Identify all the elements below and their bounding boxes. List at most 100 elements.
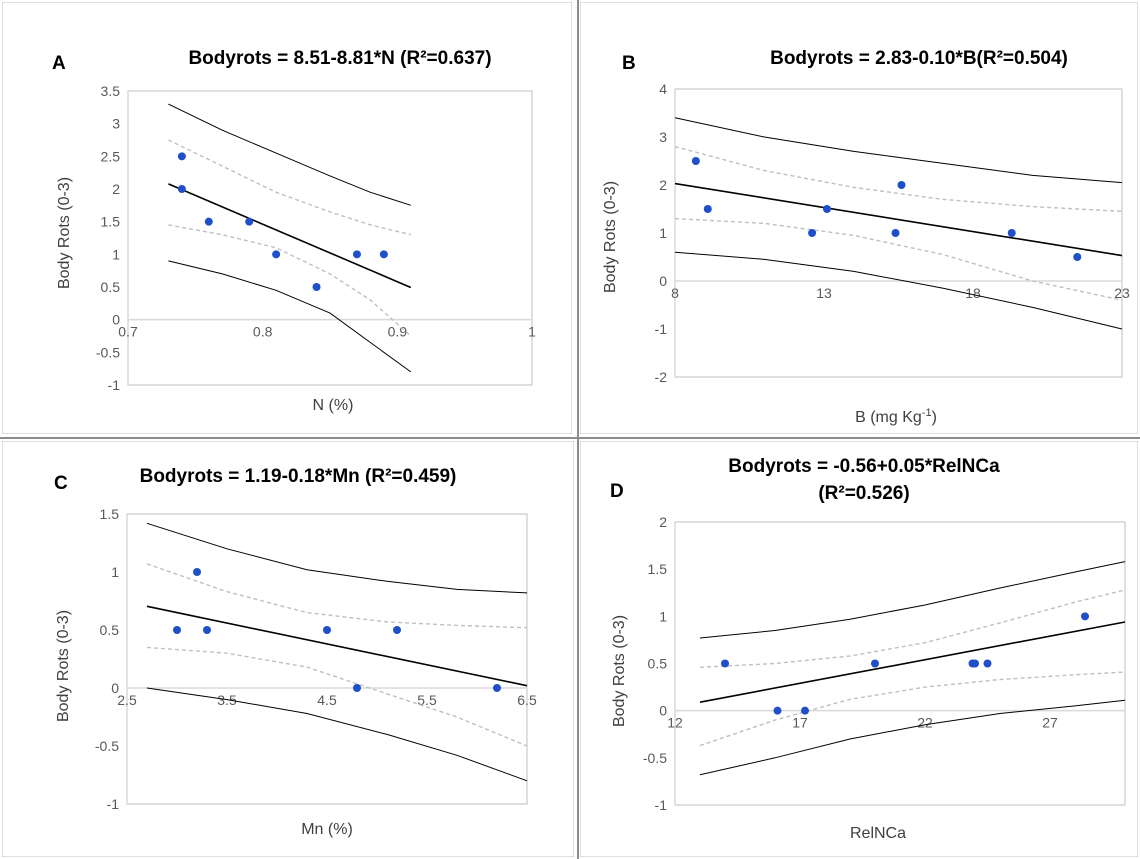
- data-point: [353, 684, 361, 692]
- prediction-band-lower: [146, 687, 528, 782]
- plot-area: 12 17 22 27 -1 -0.5 0 0.5 1 1.5 2: [643, 514, 1126, 813]
- panel-border: [580, 441, 1138, 857]
- y-tick-label: 0.5: [101, 279, 121, 295]
- y-tick-label: 4: [659, 81, 667, 97]
- x-tick-label: 12: [667, 715, 683, 731]
- x-tick-label: 0.8: [253, 324, 273, 340]
- x-axis-title-main: B (mg Kg: [855, 409, 922, 426]
- y-tick-label: -0.5: [96, 344, 120, 360]
- data-point: [393, 626, 401, 634]
- x-axis-title-superscript: -1: [922, 407, 932, 419]
- y-axis-title: Body Rots (0-3): [55, 610, 72, 722]
- regression-line: [699, 621, 1126, 703]
- data-point: [493, 684, 501, 692]
- data-point: [312, 283, 321, 291]
- data-point: [1007, 229, 1016, 237]
- y-tick-label: 1.5: [101, 214, 121, 230]
- y-tick-label: -1: [107, 796, 120, 812]
- panel-letter: A: [52, 53, 66, 74]
- data-point: [193, 568, 201, 576]
- y-tick-label: 1: [659, 225, 667, 241]
- prediction-band-upper: [146, 522, 528, 594]
- x-tick-label: 8: [671, 285, 679, 301]
- confidence-band-lower: [146, 646, 528, 747]
- data-point: [323, 626, 331, 634]
- y-tick-label: 0.5: [100, 622, 120, 638]
- y-tick-label: 0: [111, 680, 119, 696]
- vertical-divider: [577, 0, 579, 859]
- x-axis-title: RelNCa: [850, 825, 906, 842]
- prediction-band-lower: [699, 699, 1126, 776]
- y-axis-title: Body Rots (0-3): [56, 177, 73, 289]
- prediction-band-upper: [674, 117, 1123, 184]
- x-tick-label: 6.5: [517, 692, 537, 708]
- x-axis-title: B (mg Kg-1): [855, 407, 937, 426]
- data-point: [721, 659, 729, 668]
- y-tick-label: 1.5: [648, 561, 668, 577]
- panel-border: [2, 441, 574, 857]
- data-point: [272, 250, 281, 259]
- y-tick-label: 0.5: [648, 656, 668, 672]
- confidence-band-upper: [699, 589, 1126, 668]
- y-axis-title: Body Rots (0-3): [611, 615, 628, 727]
- panel-c: C Bodyrots = 1.19-0.18*Mn (R²=0.459) Bod…: [2, 441, 574, 857]
- confidence-band-lower: [168, 224, 412, 337]
- panel-letter: C: [54, 473, 68, 494]
- x-axis-title-suffix: ): [932, 409, 937, 426]
- x-tick-label: 27: [1042, 715, 1058, 731]
- data-point: [971, 659, 979, 668]
- y-tick-label: 0: [659, 703, 667, 719]
- confidence-band-lower: [674, 217, 1123, 301]
- y-tick-label: 2: [659, 514, 667, 530]
- x-tick-label: 2.5: [117, 692, 137, 708]
- data-point: [801, 706, 809, 715]
- data-point: [1073, 253, 1082, 261]
- horizontal-divider: [0, 437, 1140, 439]
- confidence-band-upper: [168, 139, 411, 236]
- y-tick-label: 0: [659, 273, 667, 289]
- prediction-band-upper: [168, 103, 411, 206]
- panel-a: A Bodyrots = 8.51-8.81*N (R²=0.637) Body…: [2, 2, 572, 434]
- panel-d: D Bodyrots = -0.56+0.05*RelNCa (R²=0.526…: [580, 441, 1138, 857]
- data-point: [177, 185, 186, 193]
- y-tick-label: 2.5: [101, 148, 121, 164]
- y-tick-label: 2: [659, 177, 667, 193]
- data-point: [808, 229, 817, 237]
- x-tick-label: 5.5: [417, 692, 437, 708]
- data-point: [871, 659, 879, 668]
- x-tick-label: 23: [1114, 285, 1130, 301]
- plot-area: 0.7 0.8 0.9 1 -1 -0.5 0 0.5 1 1.5 2 2.5 3 3.5: [96, 83, 536, 393]
- confidence-band-lower: [699, 671, 1126, 747]
- data-point: [1081, 612, 1089, 621]
- y-tick-label: 1: [659, 608, 667, 624]
- chart-title: Bodyrots = 8.51-8.81*N (R²=0.637): [188, 48, 491, 69]
- data-point: [177, 152, 186, 161]
- y-tick-label: -0.5: [643, 750, 667, 766]
- panel-border: [580, 2, 1138, 434]
- regression-line: [674, 182, 1123, 257]
- data-point: [822, 205, 831, 213]
- y-tick-label: -0.5: [95, 738, 119, 754]
- prediction-band-lower: [168, 260, 412, 373]
- plot-area: 2.5 3.5 4.5 5.5 6.5-1-0.500.511.5: [95, 506, 537, 812]
- y-tick-label: -1: [655, 797, 668, 813]
- data-point: [203, 626, 211, 634]
- data-point: [897, 181, 906, 189]
- y-tick-label: 0: [112, 312, 120, 328]
- x-tick-label: 22: [917, 715, 933, 731]
- x-tick-label: 17: [792, 715, 808, 731]
- prediction-band-lower: [674, 251, 1123, 330]
- y-tick-label: 1: [112, 246, 120, 262]
- chart-title: Bodyrots = 2.83-0.10*B(R²=0.504): [770, 48, 1068, 69]
- y-tick-label: -1: [655, 321, 668, 337]
- chart-title-line2: (R²=0.526): [818, 483, 909, 504]
- x-tick-label: 1: [528, 324, 536, 340]
- x-tick-label: 4.5: [317, 692, 337, 708]
- regression-line: [146, 605, 528, 687]
- x-tick-label: 18: [965, 285, 981, 301]
- panel-letter: B: [622, 53, 636, 74]
- y-tick-label: -1: [108, 377, 121, 393]
- x-tick-label: 13: [816, 285, 832, 301]
- prediction-band-upper: [699, 561, 1126, 639]
